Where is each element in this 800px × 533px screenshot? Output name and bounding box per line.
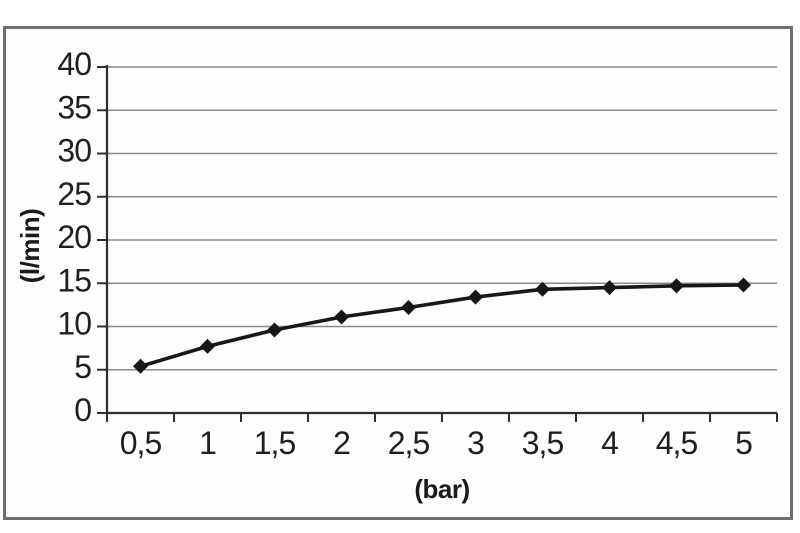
x-tick-label: 3,5 [522, 425, 564, 461]
y-tick-label: 30 [57, 133, 91, 169]
x-tick-label: 4,5 [656, 425, 698, 461]
y-tick-label: 0 [74, 392, 91, 428]
y-tick-label: 25 [57, 176, 91, 212]
x-tick-label: 3 [467, 425, 484, 461]
x-tick-label: 1,5 [254, 425, 296, 461]
data-point-marker [535, 281, 550, 297]
data-point-marker [669, 278, 684, 294]
y-tick-label: 15 [57, 262, 91, 298]
data-point-marker [133, 358, 148, 374]
y-axis-title: (l/min) [15, 208, 45, 284]
data-point-marker [602, 280, 617, 296]
x-tick-label: 2 [333, 425, 350, 461]
data-point-marker [468, 289, 483, 305]
y-tick-label: 40 [57, 46, 91, 82]
y-tick-label: 20 [57, 219, 91, 255]
data-point-marker [334, 309, 349, 325]
y-tick-label: 35 [57, 89, 91, 125]
y-tick-label: 10 [57, 306, 91, 342]
data-point-marker [736, 277, 751, 293]
x-tick-label: 1 [199, 425, 216, 461]
y-tick-label: 5 [74, 349, 91, 385]
data-point-marker [267, 322, 282, 338]
chart-frame [3, 26, 793, 520]
x-tick-label: 2,5 [388, 425, 430, 461]
x-tick-label: 0,5 [120, 425, 162, 461]
x-axis-title: (bar) [414, 474, 470, 504]
series-line [139, 283, 744, 369]
data-point-marker [200, 338, 215, 354]
data-point-marker [401, 299, 416, 315]
x-tick-label: 5 [735, 425, 752, 461]
x-tick-label: 4 [601, 425, 618, 461]
